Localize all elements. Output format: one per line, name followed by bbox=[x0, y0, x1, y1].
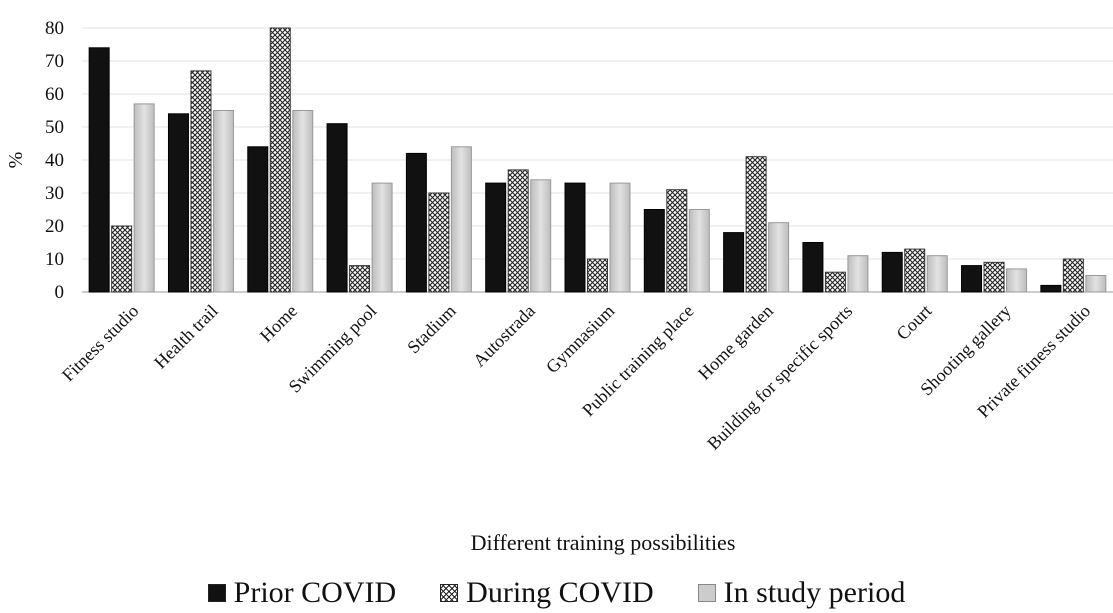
bar-in-study-period bbox=[530, 179, 552, 293]
bar-prior-covid bbox=[167, 113, 189, 293]
bar-prior-covid bbox=[405, 152, 427, 293]
legend-swatch-gray bbox=[697, 584, 716, 602]
legend-swatch-crosshatch bbox=[440, 584, 459, 602]
bar-during-covid bbox=[190, 70, 212, 293]
bar-prior-covid bbox=[247, 146, 269, 293]
bar-prior-covid bbox=[88, 47, 110, 293]
x-tick-label: Home garden bbox=[694, 301, 777, 384]
bar-in-study-period bbox=[609, 182, 631, 293]
y-tick-label: 10 bbox=[45, 249, 64, 270]
bar-in-study-period bbox=[450, 146, 472, 293]
y-tick-label: 50 bbox=[45, 117, 64, 138]
bar-in-study-period bbox=[926, 255, 948, 293]
legend-item-in-study-period: In study period bbox=[697, 576, 906, 609]
x-tick-label: Stadium bbox=[403, 301, 460, 358]
y-axis-label: % bbox=[5, 152, 27, 169]
bar-during-covid bbox=[349, 265, 371, 293]
bar-during-covid bbox=[824, 271, 846, 293]
x-tick-label: Building for specific sports bbox=[703, 301, 856, 454]
legend-label: In study period bbox=[723, 576, 906, 609]
y-tick-label: 20 bbox=[45, 216, 64, 237]
bars bbox=[88, 27, 1107, 293]
x-tick-label: Autostrada bbox=[469, 301, 539, 371]
bar-in-study-period bbox=[133, 103, 155, 293]
x-axis-label: Different training possibilities bbox=[471, 530, 736, 555]
x-tick-label: Fitness studio bbox=[58, 301, 143, 386]
bar-prior-covid bbox=[485, 182, 507, 293]
bar-in-study-period bbox=[1006, 268, 1028, 293]
bar-in-study-period bbox=[292, 110, 314, 293]
gridlines bbox=[82, 27, 1113, 293]
bar-during-covid bbox=[269, 27, 291, 293]
bar-during-covid bbox=[111, 225, 133, 293]
bar-prior-covid bbox=[723, 232, 745, 293]
legend: Prior COVID During COVID In study period bbox=[0, 578, 1113, 608]
legend-label: During COVID bbox=[466, 576, 654, 609]
y-tick-label: 70 bbox=[45, 51, 64, 72]
y-tick-label: 0 bbox=[55, 282, 65, 303]
legend-label: Prior COVID bbox=[233, 576, 397, 609]
bar-prior-covid bbox=[881, 251, 903, 293]
bar-prior-covid bbox=[1040, 284, 1062, 293]
bar-during-covid bbox=[666, 189, 688, 293]
bar-during-covid bbox=[587, 258, 608, 293]
bar-prior-covid bbox=[802, 242, 824, 293]
y-tick-label: 40 bbox=[45, 150, 64, 171]
x-tick-label: Gymnasium bbox=[542, 301, 618, 377]
bar-in-study-period bbox=[688, 209, 710, 293]
bar-during-covid bbox=[745, 156, 767, 293]
bar-in-study-period bbox=[212, 110, 234, 293]
bar-prior-covid bbox=[961, 265, 983, 293]
bar-in-study-period bbox=[371, 182, 393, 293]
x-tick-label: Court bbox=[892, 301, 935, 344]
y-tick-labels: 0 10 20 30 40 50 60 70 80 bbox=[45, 18, 64, 303]
legend-swatch-solid bbox=[207, 584, 226, 602]
bar-prior-covid bbox=[564, 182, 586, 293]
bar-during-covid bbox=[428, 192, 450, 293]
legend-item-during-covid: During COVID bbox=[440, 578, 654, 608]
bar-during-covid bbox=[904, 248, 926, 293]
chart-plot: 0 10 20 30 40 50 60 70 80 Fitness studio Health t… bbox=[5, 18, 1113, 555]
legend-item-prior-covid: Prior COVID bbox=[207, 576, 397, 609]
x-tick-label: Health trail bbox=[150, 301, 222, 373]
bar-in-study-period bbox=[768, 222, 790, 293]
bar-prior-covid bbox=[643, 209, 665, 293]
x-tick-label: Home bbox=[256, 301, 301, 346]
y-tick-label: 80 bbox=[45, 18, 64, 39]
bar-during-covid bbox=[1062, 258, 1084, 293]
y-tick-label: 30 bbox=[45, 183, 64, 204]
bar-in-study-period bbox=[847, 255, 869, 293]
bar-in-study-period bbox=[1085, 275, 1107, 293]
bar-during-covid bbox=[507, 169, 529, 293]
bar-prior-covid bbox=[326, 123, 348, 293]
y-tick-label: 60 bbox=[45, 84, 64, 105]
bar-during-covid bbox=[983, 261, 1005, 293]
